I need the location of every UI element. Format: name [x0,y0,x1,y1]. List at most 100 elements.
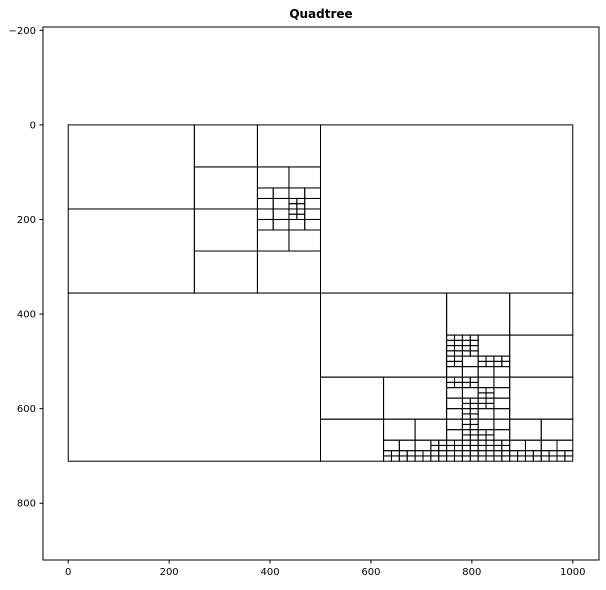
quadtree-cell [461,413,471,420]
quadtree-cell [501,455,511,462]
quadtree-cell [438,444,448,452]
quadtree-cell [193,124,258,168]
quadtree-cell [438,439,448,446]
quadtree-cell [383,450,392,457]
quadtree-cell [406,450,416,457]
y-tick-label: 0 [30,120,36,131]
quadtree-cell [461,450,471,457]
quadtree-cell [454,455,463,462]
quadtree-cell [446,408,463,420]
quadtree-cell [485,360,495,368]
quadtree-cell [288,229,321,252]
quadtree-cell [493,444,503,452]
quadtree-cell [493,429,511,441]
quadtree-cell [454,360,463,368]
y-tick-label: 200 [17,215,36,226]
quadtree-cell [477,366,495,378]
quadtree-cell [446,455,456,462]
quadtree-cell [524,450,534,457]
quadtree-cell [477,408,495,420]
quadtree-cell [461,376,471,383]
quadtree-cell [454,345,463,352]
quadtree-cell [509,439,526,452]
quadtree-cell [256,208,274,220]
quadtree-cell [485,450,495,457]
quadtree-cell [501,439,511,446]
quadtree-cell [517,455,526,462]
quadtree-cell [67,208,195,294]
quadtree-cell [390,455,400,462]
quadtree-cell [540,418,574,441]
quadtree-cell [493,450,503,457]
y-tick-label: −200 [9,26,36,37]
quadtree-cell [477,455,487,462]
quadtree-cell [320,292,448,378]
quadtree-cell [469,408,479,415]
quadtree-cell [67,292,322,462]
quadtree-cell [461,387,479,399]
quadtree-cell [406,455,416,462]
quadtree-cell [461,439,471,446]
quadtree-cell [540,455,550,462]
quadtree-cell [485,444,495,452]
quadtree-cell [320,124,574,294]
quadtree-cell [430,439,440,446]
quadtree-cell [461,444,471,452]
quadtree-cell [461,397,471,404]
quadtree-cell [422,450,432,457]
quadtree-cell [438,455,448,462]
quadtree-cell [446,439,456,446]
quadtree-cell [556,439,574,452]
quadtree-cell [454,376,463,383]
quadtree-cell [446,376,456,383]
y-tick-label: 800 [17,499,36,510]
quadtree-cell [501,450,511,457]
quadtree-cell [446,429,463,441]
quadtree-cell [67,124,195,210]
quadtree-cell [477,376,495,389]
quadtree-cell [461,350,471,357]
quadtree-cell [272,187,290,199]
quadtree-cell [454,339,463,347]
quadtree-cell [540,450,550,457]
y-tick-label: 400 [17,310,36,321]
quadtree-cell [414,450,424,457]
quadtree-cell [422,455,432,462]
y-tick-label: 600 [17,404,36,415]
quadtree-cell [469,376,479,383]
quadtree-cell [556,455,566,462]
quadtree-cell [446,418,463,431]
quadtree-cell [540,439,558,452]
quadtree-cell [288,218,306,231]
quadtree-cell [288,203,298,210]
quadtree-cell [485,392,495,399]
quadtree-cell [493,397,511,410]
quadtree-cell [446,387,463,399]
quadtree-cell [446,444,456,452]
quadtree-cell [461,334,471,341]
quadtree-cell [493,360,503,368]
quadtree-cell [493,355,503,362]
quadtree-cell [296,213,306,220]
quadtree-cell [477,439,487,446]
quadtree-cell [493,455,503,462]
quadtree-cell [564,455,574,462]
quadtree-cell [469,339,479,347]
quadtree-cell [454,381,463,389]
quadtree-cell [256,250,321,294]
quadtree-cell [509,450,519,457]
quadtree-cell [524,455,534,462]
x-tick-label: 0 [65,567,71,578]
quadtree-cell [446,350,456,357]
quadtree-cell [564,450,574,457]
quadtree-cell [477,444,487,452]
quadtree-cell [454,350,463,357]
quadtree-cell [193,208,258,252]
quadtree-cell [461,423,471,431]
quadtree-cell [272,197,290,210]
quadtree-cell [446,366,463,378]
quadtree-cell [304,208,322,220]
quadtree-cell [509,334,574,378]
